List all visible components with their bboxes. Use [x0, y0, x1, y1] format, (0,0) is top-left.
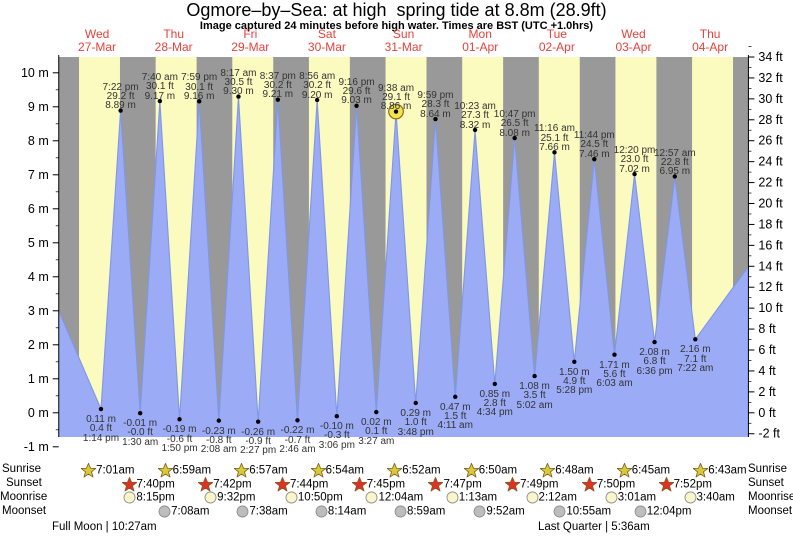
svg-text:22 ft: 22 ft — [758, 176, 783, 190]
svg-text:10 m: 10 m — [21, 66, 49, 80]
svg-text:10 ft: 10 ft — [758, 301, 783, 315]
svg-text:0 m: 0 m — [28, 406, 49, 420]
svg-text:2 ft: 2 ft — [758, 385, 776, 399]
svg-text:26 ft: 26 ft — [758, 134, 783, 148]
svg-text:1 m: 1 m — [28, 372, 49, 386]
svg-text:32 ft: 32 ft — [758, 71, 783, 85]
svg-text:14 ft: 14 ft — [758, 259, 783, 273]
svg-text:-2 ft: -2 ft — [758, 427, 780, 441]
svg-text:2 m: 2 m — [28, 338, 49, 352]
svg-text:4 ft: 4 ft — [758, 364, 776, 378]
svg-text:9 m: 9 m — [28, 100, 49, 114]
svg-text:-1 m: -1 m — [24, 440, 49, 454]
svg-text:30 ft: 30 ft — [758, 92, 783, 106]
svg-text:3 m: 3 m — [28, 304, 49, 318]
svg-text:34 ft: 34 ft — [758, 50, 783, 64]
svg-text:8 m: 8 m — [28, 134, 49, 148]
svg-text:8 ft: 8 ft — [758, 322, 776, 336]
svg-text:5 m: 5 m — [28, 236, 49, 250]
svg-text:0 ft: 0 ft — [758, 406, 776, 420]
svg-text:16 ft: 16 ft — [758, 238, 783, 252]
svg-text:18 ft: 18 ft — [758, 217, 783, 231]
svg-text:20 ft: 20 ft — [758, 197, 783, 211]
svg-text:6 ft: 6 ft — [758, 343, 776, 357]
svg-text:6 m: 6 m — [28, 202, 49, 216]
svg-text:4 m: 4 m — [28, 270, 49, 284]
svg-text:7 m: 7 m — [28, 168, 49, 182]
svg-text:28 ft: 28 ft — [758, 113, 783, 127]
svg-text:24 ft: 24 ft — [758, 155, 783, 169]
svg-text:12 ft: 12 ft — [758, 280, 783, 294]
